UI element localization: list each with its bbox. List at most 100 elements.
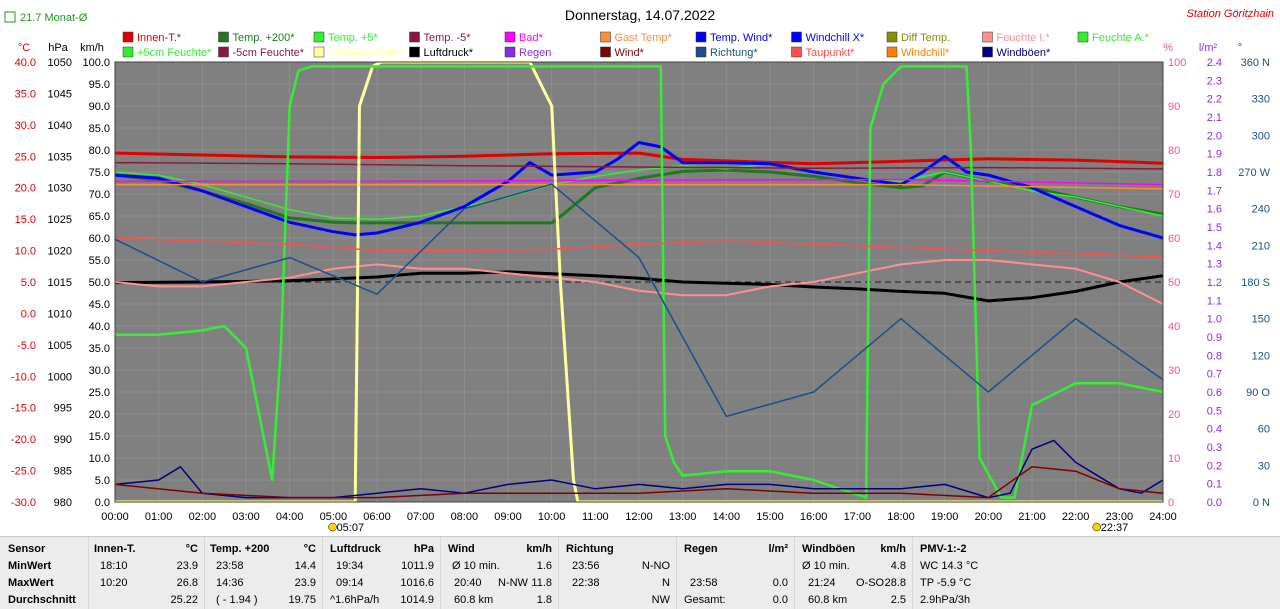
wind-tick-label: 60.0	[89, 233, 110, 245]
series-temp-5	[114, 161, 1164, 170]
legend-label: Feuchte A.*	[1092, 32, 1150, 44]
stats-innen-max-time: 10:20	[100, 577, 128, 589]
temp-tick-label: -15.0	[11, 403, 36, 415]
stats-wind-avg10-val: 1.6	[536, 560, 552, 572]
rain-tick-label: 0.1	[1207, 479, 1222, 491]
x-tick-label: 18:00	[887, 511, 915, 523]
temp-tick-label: 20.0	[15, 183, 36, 195]
stats-regen-max-val: 0.0	[772, 577, 788, 589]
stats-innen-min-val: 23.9	[176, 560, 198, 572]
temp-tick-label: 5.0	[21, 277, 36, 289]
stats-wind-max-time: 20:40	[454, 577, 482, 589]
stats-windboeen-title: Windböen	[802, 543, 856, 555]
rain-tick-label: 1.1	[1207, 295, 1222, 307]
temp-tick-label: -30.0	[11, 497, 36, 509]
humidity-tick-label: 60	[1168, 233, 1180, 245]
stats-innen-min-time: 18:10	[100, 560, 128, 572]
legend-label: Temp. -5*	[424, 32, 472, 44]
x-tick-label: 05:00	[320, 511, 348, 523]
wind-tick-label: 35.0	[89, 343, 110, 355]
stats-luftdruck-max-val: 1016.6	[400, 577, 434, 589]
stats-luftdruck-max-time: 09:14	[336, 577, 364, 589]
pressure-tick-label: 1025	[48, 214, 72, 226]
x-tick-label: 24:00	[1149, 511, 1177, 523]
legend-label: Regen	[519, 47, 551, 59]
rain-tick-label: 0.4	[1207, 424, 1222, 436]
stats-luftdruck-trend: ^1.6hPa/h	[330, 594, 380, 606]
axis-direction-unit: °	[1238, 42, 1242, 54]
pressure-tick-label: 985	[54, 466, 72, 478]
direction-tick-label: 360 N	[1241, 57, 1270, 69]
pressure-tick-label: 1005	[48, 340, 72, 352]
rain-tick-label: 2.1	[1207, 112, 1222, 124]
stats-regen-total: 0.0	[772, 594, 788, 606]
label-min: MinWert	[8, 560, 52, 572]
x-tick-label: 00:00	[101, 511, 129, 523]
rain-tick-label: 1.8	[1207, 167, 1222, 179]
stats-wind: Wind km/h Ø 10 min. 1.6 20:40 N-NW 11.8 …	[440, 537, 559, 609]
rain-tick-label: 2.3	[1207, 75, 1222, 87]
rain-tick-label: 1.6	[1207, 204, 1222, 216]
x-tick-label: 19:00	[931, 511, 959, 523]
legend-swatch	[695, 31, 707, 43]
label-avg: Durchschnitt	[8, 594, 76, 606]
series-wind	[114, 466, 1164, 499]
rain-tick-label: 2.4	[1207, 57, 1222, 69]
axis-rain-unit: l/m²	[1199, 42, 1218, 54]
legend-swatch	[982, 46, 993, 58]
x-tick-label: 02:00	[189, 511, 217, 523]
legend-label: Feuchte I.*	[997, 32, 1051, 44]
wind-tick-label: 65.0	[89, 211, 110, 223]
stats-regen-unit: l/m²	[768, 543, 788, 555]
monthly-average-icon	[4, 11, 16, 23]
stats-wind-distance: 60.8 km	[454, 594, 494, 606]
humidity-tick-label: 20	[1168, 409, 1180, 421]
x-tick-label: 03:00	[232, 511, 260, 523]
pressure-tick-label: 980	[54, 497, 72, 509]
x-tick-label: 10:00	[538, 511, 566, 523]
stats-pmv-pressure-trend: 2.9hPa/3h	[920, 594, 971, 606]
rain-tick-label: 0.3	[1207, 442, 1222, 454]
x-tick-label: 17:00	[844, 511, 872, 523]
humidity-tick-label: 40	[1168, 321, 1180, 333]
stats-wind-avg10-label: Ø 10 min.	[452, 560, 500, 572]
pressure-tick-label: 1020	[48, 246, 72, 258]
temp-tick-label: -10.0	[11, 371, 36, 383]
stats-innen-avg: 25.22	[170, 594, 198, 606]
series-gast-temp	[115, 183, 1164, 190]
direction-tick-label: 300	[1252, 130, 1270, 142]
wind-tick-label: 20.0	[89, 409, 110, 421]
rain-tick-label: 0.7	[1207, 369, 1222, 381]
rain-tick-label: 2.2	[1207, 94, 1222, 106]
legend-swatch	[886, 46, 898, 58]
x-tick-label: 06:00	[363, 511, 391, 523]
stats-wind-max-val: 11.8	[531, 577, 552, 589]
x-tick-label: 13:00	[669, 511, 697, 523]
stats-regen-title: Regen	[684, 543, 718, 555]
temp-tick-label: -25.0	[11, 466, 36, 478]
stats-richtung-max-time: 22:38	[572, 577, 600, 589]
legend-swatch	[1077, 31, 1089, 43]
wind-tick-label: 40.0	[89, 321, 110, 333]
wind-tick-label: 85.0	[89, 123, 110, 135]
series-richtung	[114, 183, 1164, 418]
direction-tick-label: 0 N	[1253, 497, 1270, 509]
legend-swatch	[791, 46, 802, 58]
stats-pmv-windchill: WC 14.3 °C	[920, 560, 979, 572]
x-tick-label: 16:00	[800, 511, 828, 523]
stats-wind-max-dir: N-NW	[498, 577, 528, 589]
stats-windboeen-max-time: 21:24	[808, 577, 836, 589]
rain-tick-label: 1.5	[1207, 222, 1222, 234]
pressure-tick-label: 990	[54, 434, 72, 446]
sun-time-label: 05:07	[337, 522, 365, 534]
stats-richtung-avg: NW	[651, 594, 670, 606]
stats-pmv: PMV-1:-2 WC 14.3 °C TP -5.9 °C 2.9hPa/3h	[912, 537, 1032, 609]
temp-tick-label: 10.0	[15, 246, 36, 258]
series-feuchte-a	[115, 65, 1164, 499]
rain-tick-label: 1.3	[1207, 259, 1222, 271]
stats-wind-title: Wind	[448, 543, 475, 555]
legend-label: Diff Temp.	[901, 32, 950, 44]
statistics-panel: Sensor MinWert MaxWert Durchschnitt Inne…	[0, 536, 1280, 609]
stats-innen: Innen-T. °C 18:10 23.9 10:20 26.8 25.22	[88, 537, 205, 609]
humidity-tick-label: 50	[1168, 277, 1180, 289]
